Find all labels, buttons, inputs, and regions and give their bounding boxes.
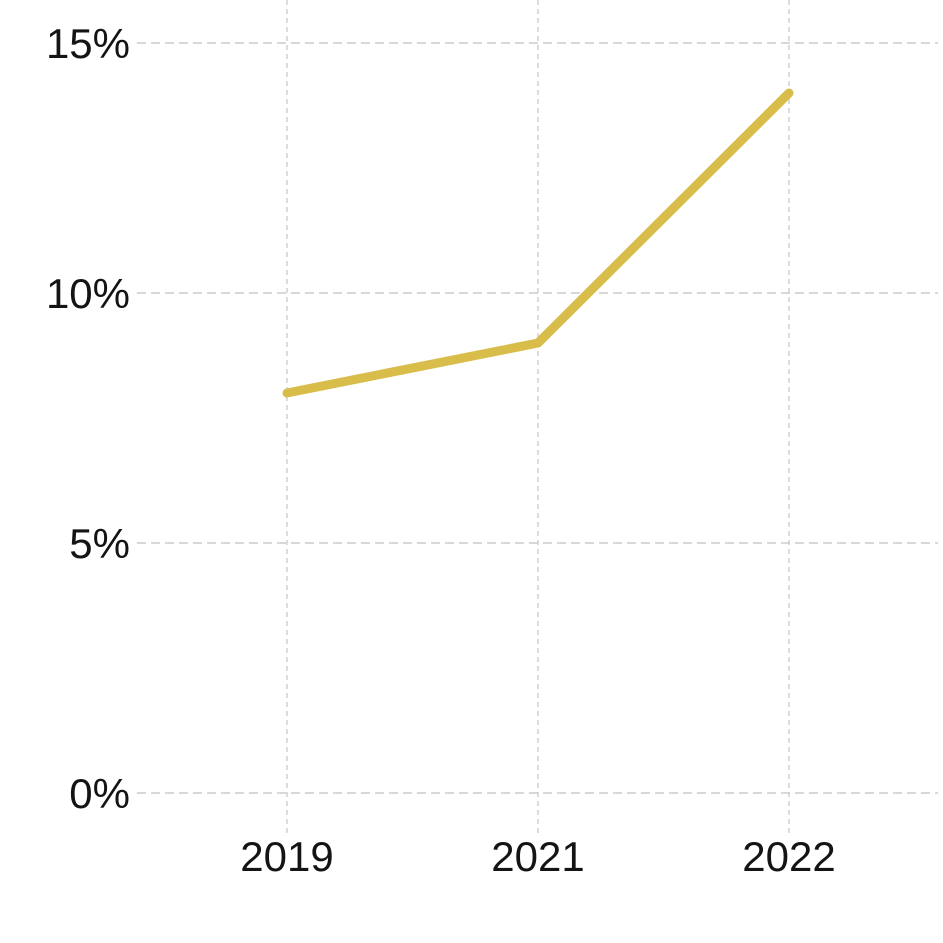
x-axis-tick-label: 2022 — [742, 833, 835, 880]
x-axis-tick-label: 2019 — [240, 833, 333, 880]
data-series-line — [282, 88, 794, 398]
y-axis-tick-label: 10% — [46, 270, 130, 317]
x-axis-tick-label: 2021 — [491, 833, 584, 880]
y-axis-tick-label: 15% — [46, 20, 130, 67]
y-axis-tick-label: 0% — [69, 770, 130, 817]
y-axis-tick-label: 5% — [69, 520, 130, 567]
